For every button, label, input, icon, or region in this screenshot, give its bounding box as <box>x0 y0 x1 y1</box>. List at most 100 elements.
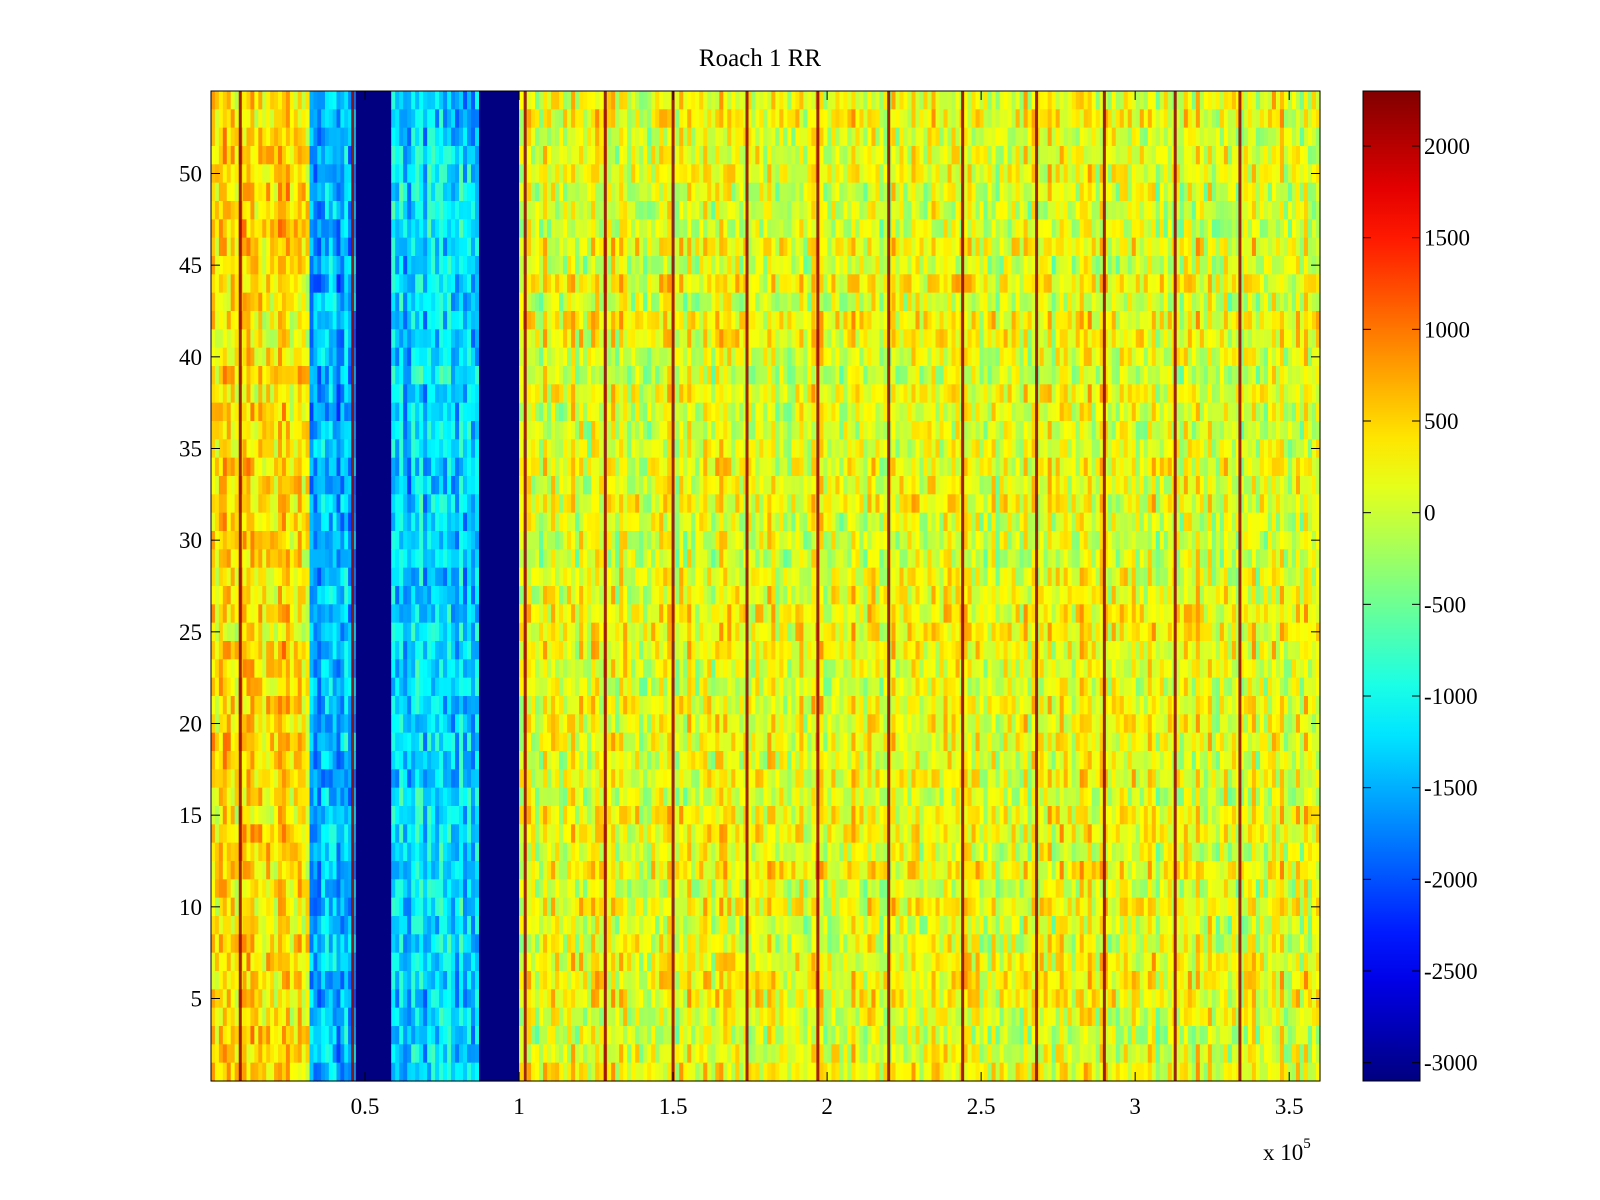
heatmap-cell <box>1131 146 1137 165</box>
heatmap-cell <box>1127 109 1133 129</box>
heatmap-cell <box>771 109 776 129</box>
heatmap-cell <box>1303 182 1309 202</box>
heatmap-cell <box>455 476 460 495</box>
heatmap-cell <box>305 622 311 642</box>
heatmap-cell <box>281 567 287 587</box>
heatmap-cell <box>328 91 334 110</box>
heatmap-cell <box>459 971 464 990</box>
heatmap-cell <box>336 549 341 569</box>
heatmap-cell <box>234 604 240 624</box>
heatmap-cell <box>395 732 400 752</box>
heatmap-cell <box>399 366 404 385</box>
heatmap-cell <box>278 622 283 642</box>
heatmap-cell <box>883 219 889 239</box>
heatmap-cell <box>1159 164 1165 184</box>
heatmap-cell <box>403 732 408 752</box>
heatmap-cell <box>309 274 315 294</box>
heatmap-cell <box>285 146 291 165</box>
heatmap-cell <box>270 769 275 789</box>
heatmap-cell <box>1283 109 1289 129</box>
heatmap-cell <box>919 201 925 220</box>
heatmap-cell <box>479 567 520 587</box>
heatmap-cell <box>479 531 520 550</box>
heatmap-cell <box>332 879 338 899</box>
heatmap-cell <box>250 146 255 165</box>
heatmap-cell <box>439 696 444 715</box>
heatmap-cell <box>258 897 263 917</box>
heatmap-cell <box>611 201 616 220</box>
heatmap-cell <box>427 989 432 1009</box>
heatmap-cell <box>407 1044 412 1064</box>
heatmap-cell <box>211 384 216 404</box>
heatmap-cell <box>475 146 480 165</box>
heatmap-cell <box>274 787 279 807</box>
heatmap-cell <box>281 476 287 495</box>
heatmap-cell <box>1023 164 1029 184</box>
heatmap-cell <box>1259 201 1265 220</box>
heatmap-cell <box>344 824 349 844</box>
heatmap-cell <box>859 127 865 147</box>
heatmap-cell <box>883 164 889 184</box>
heatmap-cell <box>459 384 464 404</box>
heatmap-cell <box>222 476 228 495</box>
heatmap-cell <box>635 127 640 147</box>
heatmap-cell <box>755 91 760 110</box>
heatmap-cell <box>435 256 440 275</box>
heatmap-cell <box>587 91 592 110</box>
heatmap-cell <box>427 604 432 624</box>
heatmap-cell <box>281 604 287 624</box>
heatmap-cell <box>230 622 236 642</box>
heatmap-cell <box>305 494 311 514</box>
heatmap-cell <box>324 769 330 789</box>
heatmap-cell <box>348 256 353 275</box>
heatmap-cell <box>467 457 472 477</box>
heatmap-cell <box>1235 146 1241 165</box>
heatmap-cell <box>1047 164 1053 184</box>
heatmap-cell <box>975 109 981 129</box>
heatmap-cell <box>399 567 404 587</box>
heatmap-cell <box>328 659 334 679</box>
heatmap-cell <box>407 769 412 789</box>
heatmap-cell <box>309 567 315 587</box>
heatmap-cell <box>855 182 861 202</box>
heatmap-cell <box>555 201 560 220</box>
heatmap-cell <box>309 641 315 660</box>
heatmap-cell <box>475 494 480 514</box>
heatmap-cell <box>1219 109 1225 129</box>
heatmap-cell <box>281 329 287 349</box>
heatmap-cell <box>431 769 436 789</box>
heatmap-cell <box>1119 127 1125 147</box>
heatmap-cell <box>332 787 338 807</box>
heatmap-cell <box>254 329 259 349</box>
heatmap-cell <box>427 567 432 587</box>
heatmap-cell <box>539 164 544 184</box>
heatmap-cell <box>344 879 349 899</box>
heatmap-cell <box>348 219 353 239</box>
heatmap-cell <box>415 1062 420 1082</box>
heatmap-cell <box>222 439 228 459</box>
heatmap-cell <box>479 1062 520 1082</box>
heatmap-cell <box>222 146 228 165</box>
heatmap-cell <box>1316 219 1321 239</box>
heatmap-cell <box>211 549 216 569</box>
heatmap-cell <box>951 201 957 220</box>
heatmap-cell <box>321 329 326 349</box>
heatmap-cell <box>246 292 252 312</box>
heatmap-cell <box>348 531 353 550</box>
heatmap-cell <box>451 934 456 954</box>
heatmap-cell <box>1195 201 1201 220</box>
heatmap-cell <box>571 237 576 257</box>
heatmap-cell <box>951 91 957 110</box>
heatmap-cell <box>463 604 468 624</box>
heatmap-cell <box>771 146 776 165</box>
heatmap-cell <box>447 824 452 844</box>
heatmap-cell <box>309 586 315 605</box>
heatmap-cell <box>791 182 796 202</box>
heatmap-cell <box>475 696 480 715</box>
heatmap-cell <box>336 897 341 917</box>
heatmap-cell <box>266 201 271 220</box>
heatmap-cell <box>348 366 353 385</box>
heatmap-cell <box>234 146 240 165</box>
heatmap-cell <box>931 182 937 202</box>
heatmap-cell <box>246 219 252 239</box>
